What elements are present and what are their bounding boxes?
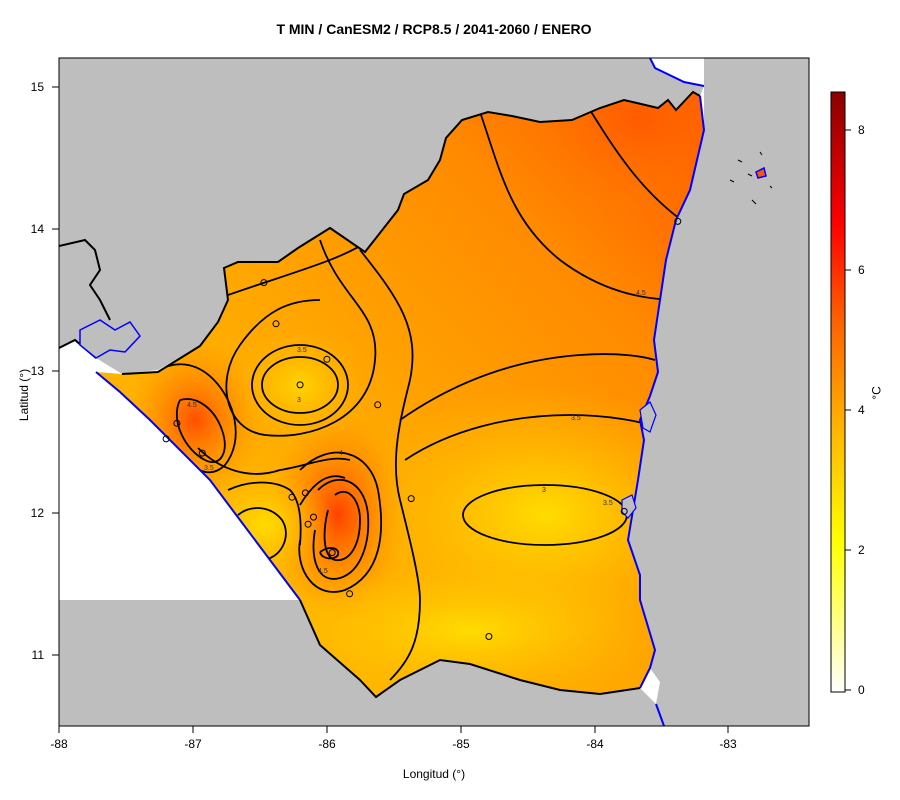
contour-label: 3.5	[571, 415, 581, 422]
chart-title: T MIN / CanESM2 / RCP8.5 / 2041-2060 / E…	[276, 21, 592, 37]
x-axis: -88 -87 -86 -85 -84 -83	[50, 725, 737, 751]
x-axis-label: Longitud (°)	[402, 767, 466, 781]
x-tick-label: -84	[586, 737, 604, 751]
contour-label: 3.5	[297, 347, 307, 354]
station-point	[304, 520, 312, 528]
station-point	[173, 419, 181, 427]
station-point	[407, 495, 415, 503]
station-point	[272, 320, 280, 328]
x-tick-label: -85	[452, 737, 470, 751]
corn-island	[755, 166, 767, 179]
contour-label: 3.5	[204, 465, 214, 472]
colorbar-gradient	[830, 91, 846, 693]
x-tick-label: -83	[719, 737, 737, 751]
y-tick-label: 13	[31, 364, 45, 378]
colorbar-unit-label: °C	[869, 386, 884, 400]
colorbar-tick: 6	[858, 263, 865, 277]
colorbar-tick: 4	[858, 403, 865, 417]
contour-labels: 3.5 3 4.5 4 3.5 3 4.5 4.5 3.5 3.5	[187, 290, 646, 575]
station-points	[162, 217, 682, 640]
contour-label: 4	[339, 450, 343, 457]
gulf-fonseca	[79, 319, 141, 359]
station-point	[374, 401, 382, 409]
station-point	[346, 590, 354, 598]
contour-label: 4.5	[187, 402, 197, 409]
honduras-land	[59, 58, 704, 374]
station-point	[674, 217, 682, 225]
y-tick-label: 12	[31, 506, 45, 520]
pearl-lagoon	[639, 401, 657, 433]
station-point	[323, 355, 331, 363]
y-axis-label: Latitud (°)	[17, 368, 31, 422]
station-point	[301, 489, 309, 497]
colorbar-tick: 8	[858, 123, 865, 137]
contour-label: 4.5	[318, 568, 328, 575]
station-point	[328, 549, 336, 557]
station-point	[296, 381, 304, 389]
contour-label: 3	[542, 487, 546, 494]
bluefields-bay	[621, 494, 637, 519]
colorbar-tick: 2	[858, 543, 865, 557]
honduras-border-west	[59, 238, 111, 321]
x-tick-label: -86	[318, 737, 336, 751]
costa-rica-land	[59, 600, 664, 726]
station-point	[620, 507, 628, 515]
x-tick-label: -87	[184, 737, 202, 751]
x-tick-label: -88	[50, 737, 68, 751]
station-point	[260, 279, 268, 287]
cayos-miskitos	[729, 151, 773, 205]
station-point	[310, 513, 317, 521]
colorbar-tick: 0	[858, 683, 865, 697]
contour-label: 4.5	[636, 290, 646, 297]
y-tick-label: 11	[32, 648, 45, 662]
station-point	[162, 435, 170, 443]
contour-label: 3.5	[603, 500, 613, 507]
station-point	[288, 493, 296, 501]
station-point	[198, 449, 206, 457]
y-tick-label: 15	[31, 80, 45, 94]
caribbean-land-east	[628, 58, 809, 726]
contour-label: 3	[297, 397, 301, 404]
colorbar: 0 2 4 6 8	[830, 91, 865, 697]
y-axis: 11 12 13 14 15	[31, 80, 60, 662]
y-tick-label: 14	[31, 222, 45, 236]
station-point	[485, 633, 493, 640]
